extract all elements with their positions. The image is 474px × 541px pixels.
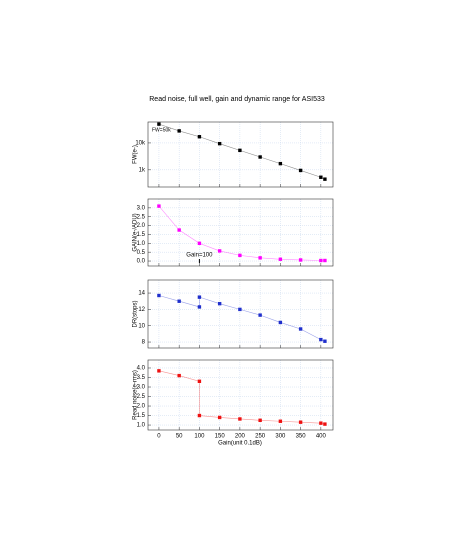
- data-point: [217, 249, 222, 253]
- y-tick-label: 3.0: [137, 205, 146, 211]
- y-axis-label: Read noise(e-rms): [133, 370, 139, 420]
- data-point: [238, 253, 242, 258]
- series-line: [158, 123, 326, 180]
- data-point: [258, 256, 262, 260]
- data-point: [298, 327, 303, 331]
- y-tick-label: 8: [142, 340, 146, 346]
- data-point: [177, 299, 181, 303]
- data-point: [217, 301, 222, 306]
- y-tick-label: 12: [138, 307, 145, 313]
- y-tick-label: 10: [138, 323, 145, 329]
- data-point: [258, 418, 262, 422]
- x-tick-label: 350: [296, 434, 307, 440]
- data-point: [197, 295, 202, 299]
- data-point: [319, 337, 323, 342]
- y-tick-label: 0.0: [137, 259, 146, 265]
- y-tick-label: 4.0: [137, 366, 146, 372]
- plot-frame: [147, 279, 334, 349]
- series-line: [158, 205, 325, 261]
- x-tick-label: 150: [215, 434, 226, 440]
- x-tick-label: 250: [255, 434, 266, 440]
- data-point: [298, 168, 303, 173]
- data-point: [177, 129, 181, 133]
- data-point: [278, 257, 283, 261]
- data-point: [217, 415, 222, 420]
- x-axis-label: Gain(unit 0.1dB): [218, 441, 262, 447]
- y-tick-label: 0.5: [137, 250, 146, 256]
- data-point: [238, 148, 242, 153]
- data-point: [197, 241, 202, 246]
- data-point: [157, 204, 161, 208]
- data-point: [298, 258, 303, 262]
- y-tick-label: 14: [138, 291, 145, 297]
- y-tick-label: 1k: [139, 167, 146, 173]
- y-tick-label: 3.5: [137, 375, 146, 381]
- data-point: [323, 339, 327, 343]
- plot-frame: [147, 198, 334, 267]
- y-tick-label: 2.5: [137, 214, 146, 220]
- data-point: [258, 155, 262, 159]
- data-point: [323, 258, 327, 263]
- y-tick-label: 2.0: [137, 223, 146, 229]
- data-point: [157, 293, 161, 298]
- data-point: [197, 135, 202, 139]
- x-tick-label: 100: [194, 434, 205, 440]
- x-tick-label: 0: [157, 434, 161, 440]
- data-point: [217, 141, 222, 146]
- chart-title: Read noise, full well, gain and dynamic …: [149, 96, 325, 103]
- data-point: [238, 417, 242, 421]
- y-tick-label: 1.5: [137, 232, 146, 238]
- y-tick-label: 1.0: [137, 241, 146, 247]
- plot-frame: [147, 359, 334, 431]
- data-point: [157, 122, 161, 126]
- data-point: [197, 379, 202, 384]
- data-point: [323, 177, 327, 181]
- data-point: [298, 420, 303, 424]
- data-point: [319, 421, 323, 425]
- data-point: [319, 258, 323, 263]
- y-axis-label: DR(stops): [133, 300, 139, 327]
- y-tick-label: 3.0: [137, 385, 146, 391]
- data-point: [278, 161, 283, 166]
- plot-frame: [147, 121, 334, 188]
- y-tick-label: 2.5: [137, 394, 146, 400]
- data-point: [177, 228, 181, 232]
- y-axis-label: FW(e-): [133, 145, 139, 164]
- data-point: [323, 422, 327, 426]
- y-tick-label: 1.0: [137, 423, 146, 429]
- annotation: FW=50k: [152, 127, 171, 133]
- y-tick-label: 10k: [135, 141, 146, 147]
- x-tick-label: 50: [176, 434, 183, 440]
- x-tick-label: 300: [275, 434, 286, 440]
- data-point: [278, 320, 283, 325]
- data-point: [278, 419, 283, 423]
- data-point: [258, 313, 262, 317]
- data-point: [157, 369, 161, 373]
- y-tick-label: 1.5: [137, 413, 146, 419]
- data-point: [197, 413, 202, 418]
- data-point: [177, 373, 181, 378]
- y-axis-label: GAIN(e-/ADU): [133, 213, 139, 251]
- data-point: [238, 307, 242, 312]
- x-tick-label: 400: [316, 434, 327, 440]
- x-tick-label: 200: [235, 434, 246, 440]
- y-tick-label: 2.0: [137, 404, 146, 410]
- annotation: Gain=100: [186, 253, 213, 259]
- data-point: [197, 305, 202, 309]
- data-point: [319, 175, 323, 179]
